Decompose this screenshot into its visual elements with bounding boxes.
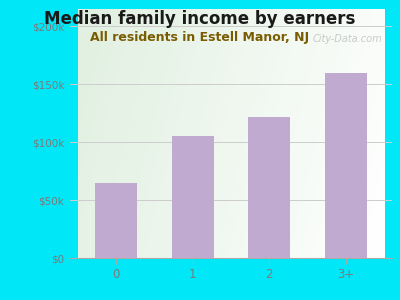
Bar (95, 183, 137, 258)
Bar (248, 117, 290, 258)
Bar (172, 136, 214, 258)
Text: Median family income by earners: Median family income by earners (44, 11, 356, 28)
Bar (325, 73, 367, 258)
Text: All residents in Estell Manor, NJ: All residents in Estell Manor, NJ (90, 32, 310, 44)
Text: City-Data.com: City-Data.com (313, 34, 382, 44)
